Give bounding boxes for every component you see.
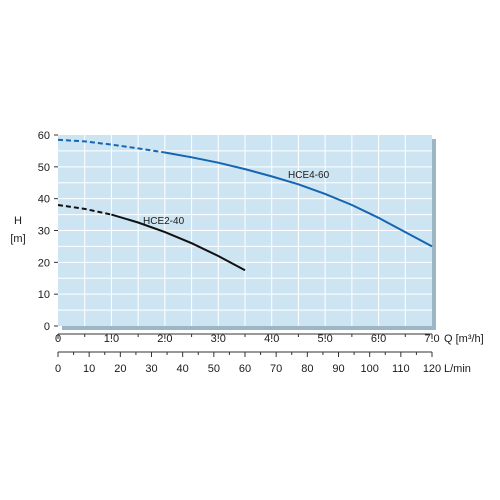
x2-tick-label: 30 (145, 363, 157, 375)
x-tick-label: 6.0 (371, 333, 386, 345)
x2-tick-label: 60 (239, 363, 251, 375)
y-tick-label: 50 (38, 162, 50, 174)
x-tick-label: 3.0 (211, 333, 226, 345)
x-tick-label: 1.0 (104, 333, 119, 345)
y-tick-label: 60 (38, 130, 50, 142)
series-label-hce4-60: HCE4-60 (288, 170, 330, 181)
y-axis-label-line2: [m] (10, 233, 25, 245)
x2-tick-label: 90 (332, 363, 344, 375)
y-tick-label: 20 (38, 257, 50, 269)
y-tick-label: 0 (44, 321, 50, 333)
x2-tick-label: 40 (177, 363, 189, 375)
x2-tick-label: 10 (83, 363, 95, 375)
x2-axis-label: L/min (444, 363, 471, 375)
series-line-dashed-hce4-60 (57, 138, 166, 154)
x2-tick-label: 0 (55, 363, 61, 375)
y-tick-label: 30 (38, 226, 50, 238)
x2-tick-label: 110 (392, 363, 410, 375)
x-tick-label: 4.0 (264, 333, 279, 345)
x2-tick-label: 70 (270, 363, 282, 375)
series-line-hce2-40 (111, 213, 246, 272)
y-tick-label: 40 (38, 194, 50, 206)
series-label-hce2-40: HCE2-40 (143, 216, 185, 227)
x2-tick-label: 100 (360, 363, 378, 375)
x2-tick-label: 120 (423, 363, 441, 375)
series-line-dashed-hce2-40 (57, 204, 112, 216)
x-tick-label: 7.0 (424, 333, 439, 345)
x2-tick-label: 20 (114, 363, 126, 375)
x2-tick-label: 80 (301, 363, 313, 375)
x-tick-label: 0 (55, 333, 61, 345)
y-tick-label: 10 (38, 289, 50, 301)
x2-tick-label: 50 (208, 363, 220, 375)
x-tick-label: 5.0 (317, 333, 332, 345)
x-axis-label: Q [m³/h] (444, 333, 484, 345)
series-line-hce4-60 (164, 151, 433, 248)
y-axis-label-line1: H (14, 215, 22, 227)
x-tick-label: 2.0 (157, 333, 172, 345)
